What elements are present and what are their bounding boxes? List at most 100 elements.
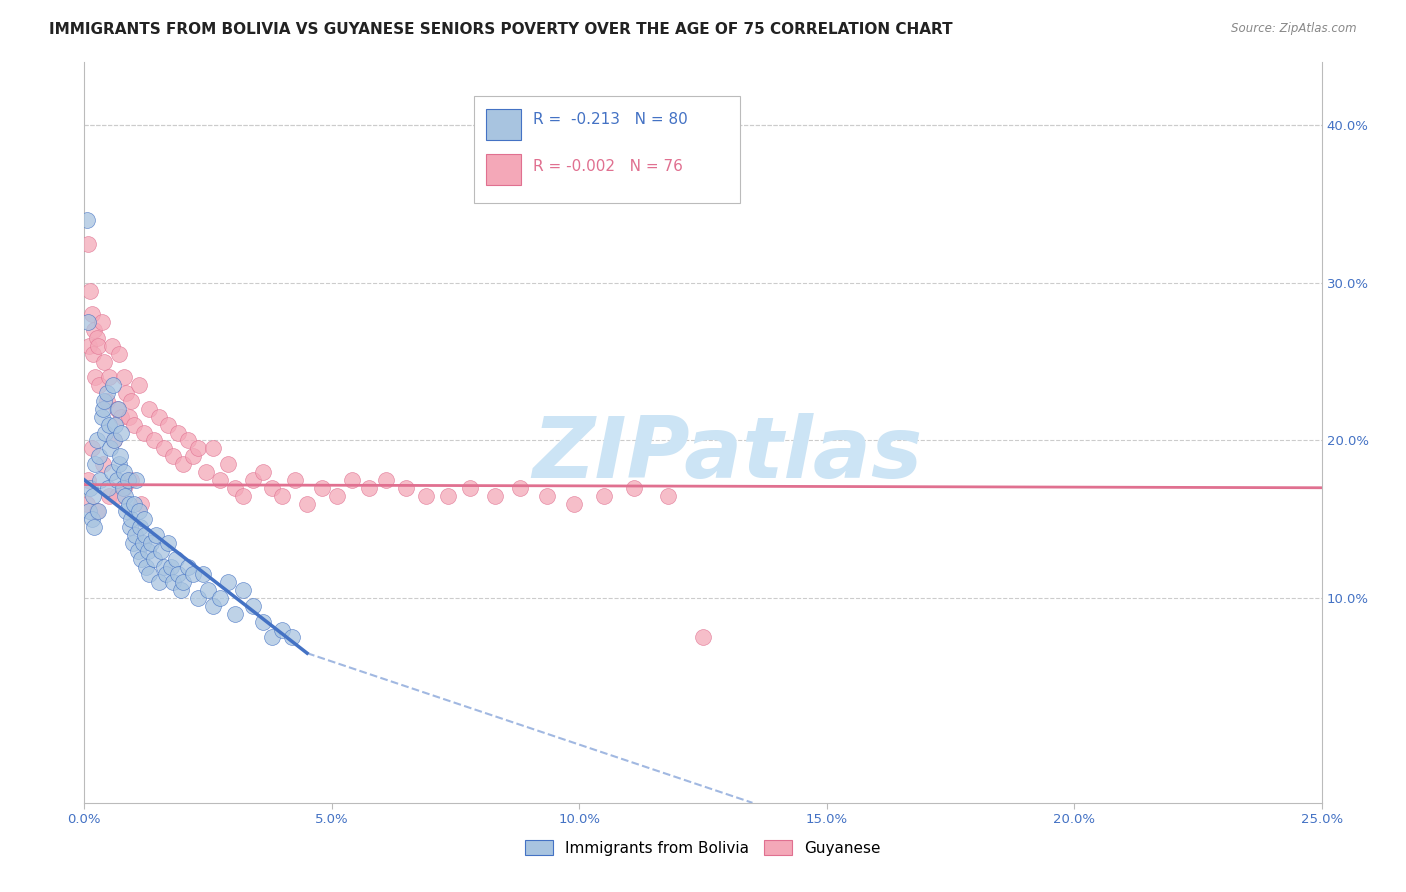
Point (77, 315, 100, 329)
Point (117, 473, 139, 487)
Point (162, 575, 184, 590)
Point (232, 583, 254, 598)
Point (114, 489, 136, 503)
Point (460, 481, 482, 495)
Point (142, 551, 165, 566)
Point (120, 512, 142, 526)
Point (252, 615, 274, 629)
Point (115, 504, 138, 518)
Point (96, 394, 118, 409)
Point (83, 323, 105, 337)
Point (87, 504, 110, 518)
Point (111, 481, 134, 495)
Point (209, 591, 232, 605)
FancyBboxPatch shape (474, 95, 740, 203)
Point (89, 473, 111, 487)
Point (165, 551, 187, 566)
Point (97, 481, 120, 495)
Point (112, 481, 135, 495)
Point (536, 489, 558, 503)
Point (80, 308, 103, 322)
Point (132, 425, 155, 440)
Point (224, 481, 246, 495)
Point (187, 442, 209, 456)
Point (79, 481, 101, 495)
Point (148, 409, 170, 424)
Point (115, 386, 138, 401)
Point (86, 504, 108, 518)
Point (187, 591, 209, 605)
Point (118, 409, 141, 424)
Point (562, 496, 585, 510)
Point (271, 489, 294, 503)
Point (170, 583, 193, 598)
Point (692, 631, 714, 645)
Point (136, 543, 159, 558)
Point (84, 370, 107, 384)
Point (82, 347, 104, 361)
Point (76, 213, 98, 227)
Point (112, 465, 135, 479)
Point (162, 449, 184, 463)
Point (120, 394, 142, 409)
Point (172, 457, 194, 471)
Point (96, 386, 118, 401)
Point (103, 434, 125, 448)
Point (134, 528, 156, 542)
Point (105, 402, 128, 417)
Point (181, 449, 204, 463)
Point (105, 473, 128, 487)
Text: IMMIGRANTS FROM BOLIVIA VS GUYANESE SENIORS POVERTY OVER THE AGE OF 75 CORRELATI: IMMIGRANTS FROM BOLIVIA VS GUYANESE SENI… (49, 22, 953, 37)
Point (155, 567, 177, 582)
Point (122, 417, 145, 432)
Point (98, 442, 121, 456)
FancyBboxPatch shape (486, 109, 522, 140)
Point (177, 434, 200, 448)
Point (148, 575, 170, 590)
Point (118, 520, 141, 534)
Point (118, 496, 141, 510)
Legend: Immigrants from Bolivia, Guyanese: Immigrants from Bolivia, Guyanese (519, 834, 887, 862)
Point (150, 543, 173, 558)
Point (129, 551, 152, 566)
Point (167, 567, 190, 582)
Point (415, 489, 437, 503)
Point (172, 575, 194, 590)
Point (94, 425, 117, 440)
Point (98, 417, 121, 432)
Point (80, 512, 103, 526)
Point (124, 528, 146, 542)
Point (110, 409, 132, 424)
Point (90, 315, 112, 329)
Point (93, 394, 115, 409)
Text: R =  -0.213   N = 80: R = -0.213 N = 80 (533, 112, 689, 127)
Point (167, 425, 190, 440)
Point (89, 378, 111, 392)
Point (157, 536, 180, 550)
Point (152, 559, 174, 574)
Point (93, 355, 115, 369)
Point (79, 339, 101, 353)
Point (128, 378, 150, 392)
Point (104, 417, 127, 432)
Point (84, 457, 107, 471)
Point (437, 489, 460, 503)
Point (128, 520, 150, 534)
Point (79, 504, 101, 518)
Point (120, 473, 142, 487)
Point (121, 536, 143, 550)
Point (217, 457, 239, 471)
Point (91, 457, 114, 471)
Point (90, 409, 112, 424)
Point (77, 473, 100, 487)
Point (623, 481, 645, 495)
Text: Source: ZipAtlas.com: Source: ZipAtlas.com (1232, 22, 1357, 36)
Point (103, 434, 125, 448)
Point (202, 599, 225, 613)
Point (281, 631, 304, 645)
Point (375, 473, 398, 487)
Point (128, 504, 150, 518)
Point (132, 512, 155, 526)
Point (125, 473, 148, 487)
Text: R = -0.002   N = 76: R = -0.002 N = 76 (533, 160, 683, 174)
